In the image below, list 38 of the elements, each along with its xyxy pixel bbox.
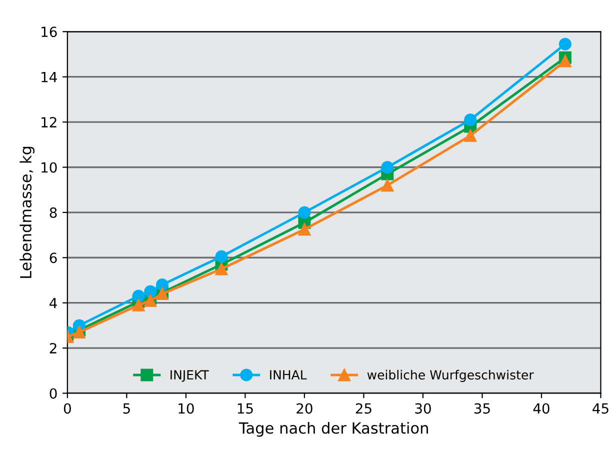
y-tick-label: 4 <box>50 298 57 308</box>
point <box>144 285 157 298</box>
y-tick-label: 16 <box>42 26 57 38</box>
point <box>464 129 477 142</box>
y-tick-label: 14 <box>42 72 57 82</box>
x-axis-title: Tage nach der Kastration <box>238 422 428 437</box>
y-tick-label: 8 <box>50 207 57 218</box>
y-tick-label: 2 <box>50 343 56 354</box>
point <box>298 223 311 236</box>
point <box>156 278 168 292</box>
point <box>558 54 572 68</box>
point <box>132 290 145 302</box>
x-tick-label: 20 <box>296 403 312 414</box>
y-tick-label: 12 <box>42 117 56 128</box>
y-axis-title: Lebendmasse, kg <box>20 146 34 278</box>
x-tick-label: 5 <box>123 403 130 414</box>
point <box>558 38 572 50</box>
x-tick-label: 30 <box>415 403 431 414</box>
x-tick-label: 10 <box>178 403 194 414</box>
x-tick-label: 35 <box>474 403 490 414</box>
y-tick-label: 6 <box>50 252 57 264</box>
point <box>215 250 228 263</box>
point <box>381 179 394 192</box>
legend-label: weibliche Wurfgeschwister <box>367 370 534 382</box>
legend-label: INHAL <box>270 370 307 380</box>
y-tick-label: 0 <box>50 388 57 399</box>
point <box>132 298 145 312</box>
legend-label: INJEKT <box>170 370 209 382</box>
point <box>298 206 311 219</box>
x-tick-label: 0 <box>64 403 71 414</box>
point <box>215 262 228 276</box>
x-tick-label: 45 <box>592 403 608 414</box>
point <box>381 160 394 174</box>
y-tick-label: 10 <box>42 162 57 173</box>
x-tick-label: 15 <box>238 403 253 414</box>
x-tick-label: 40 <box>533 403 550 414</box>
point <box>464 114 477 126</box>
x-tick-label: 25 <box>356 403 372 414</box>
